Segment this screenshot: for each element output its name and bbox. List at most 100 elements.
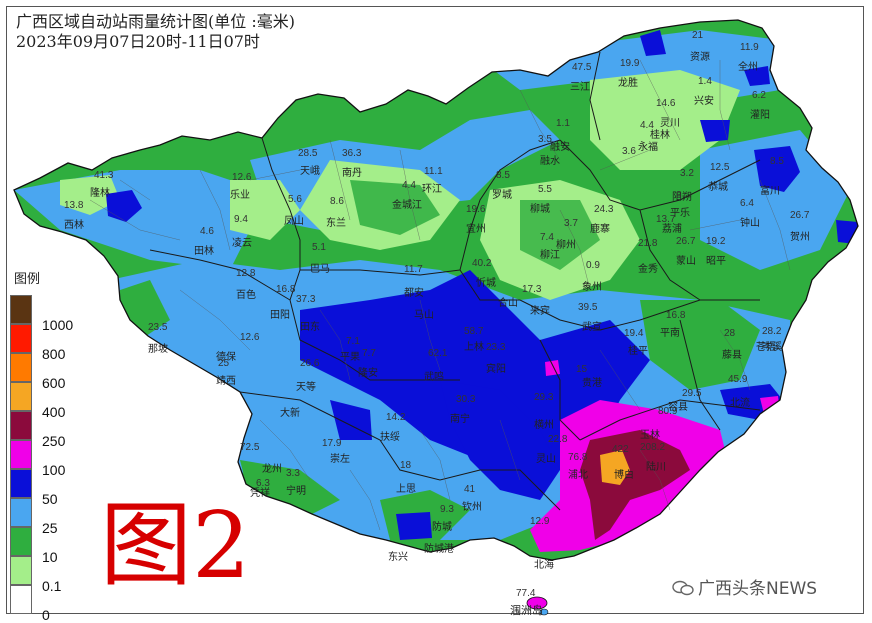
station-value: 19.6: [466, 204, 486, 215]
station-value: 9.4: [234, 214, 248, 225]
station-value: 3.2: [680, 168, 694, 179]
station-name: 恭城: [708, 181, 728, 193]
legend-swatch: [10, 585, 32, 614]
legend-label: 0: [42, 607, 50, 623]
station-value: 41: [464, 484, 476, 495]
station-name: 防城: [432, 520, 452, 533]
station-value: 208.2: [640, 442, 665, 453]
station-name: 涠洲岛: [510, 603, 543, 617]
station-name: 钦州: [462, 501, 482, 513]
station-name: 柳江: [540, 248, 560, 261]
station-name: 合山: [498, 296, 518, 309]
station-value: 3.3: [286, 468, 300, 479]
station-value: 4.4: [402, 180, 416, 191]
station-value: 8.5: [770, 156, 784, 167]
station-value: 11.1: [424, 166, 443, 177]
station-value: 13.7: [656, 214, 676, 225]
figure-label: 图2: [100, 492, 251, 599]
legend-label: 50: [42, 491, 58, 507]
station-value: 7.7: [362, 348, 376, 359]
station-value: 3.7: [564, 218, 578, 229]
station-name: 博白: [614, 468, 634, 481]
station-value: 0.9: [586, 260, 600, 271]
station-value: 62.1: [428, 348, 448, 359]
station-value: 12.6: [232, 172, 252, 183]
station-name: 田阳: [270, 309, 290, 321]
station-name: 贵港: [582, 376, 602, 389]
station-name: 大新: [280, 406, 300, 419]
station-value: 26.7: [790, 210, 810, 221]
legend-label: 10: [42, 549, 58, 565]
station-value: 8: [676, 190, 682, 201]
station-name: 天峨: [300, 165, 320, 177]
station-name: 隆安: [358, 366, 378, 379]
station-value: 47.5: [572, 62, 592, 73]
station-value: 80.9: [658, 406, 678, 417]
station-name: 宜州: [466, 222, 486, 235]
station-name: 鹿寨: [590, 222, 610, 235]
station-name: 凌云: [232, 236, 252, 249]
station-name: 融安: [550, 140, 570, 153]
station-value: 41.3: [94, 170, 114, 181]
station-value: 13.8: [64, 200, 84, 211]
station-name: 柳城: [530, 202, 550, 215]
station-name: 平南: [660, 326, 680, 339]
legend-label: 250: [42, 433, 66, 449]
legend-swatch: [10, 295, 32, 324]
station-name: 贺州: [790, 231, 810, 243]
station-name: 象州: [582, 281, 602, 293]
station-value: 76.8: [568, 452, 588, 463]
station-name: 北流: [730, 396, 750, 409]
station-name: 平乐: [670, 207, 690, 219]
watermark-text: 广西头条NEWS: [698, 579, 818, 599]
watermark: 广西头条NEWS: [672, 574, 817, 599]
station-name: 环江: [422, 183, 442, 195]
legend-swatch: [10, 440, 32, 469]
legend-swatch: [10, 411, 32, 440]
title-line-2: 2023年09月07日20时-11日07时: [16, 32, 260, 51]
islands: [526, 596, 549, 616]
station-value: 77.4: [516, 588, 536, 599]
station-value: 29.3: [534, 392, 554, 403]
station-name: 荔浦: [662, 222, 682, 235]
station-value: 4.6: [200, 226, 214, 237]
station-name: 天等: [296, 380, 316, 393]
station-name: 崇左: [330, 452, 350, 465]
station-value: 15: [576, 364, 588, 375]
station-value: 8.6: [330, 196, 344, 207]
station-value: 23.3: [486, 342, 506, 353]
station-name: 融水: [540, 155, 560, 167]
legend-title: 图例: [14, 272, 41, 287]
station-name: 全州: [738, 60, 758, 73]
station-name: 那坡: [148, 342, 168, 355]
station-value: 12.5: [710, 162, 730, 173]
station-value: 22.8: [548, 434, 568, 445]
station-name: 凭祥: [250, 486, 270, 499]
station-name: 罗城: [492, 189, 512, 201]
station-value: 11.9: [740, 42, 759, 53]
station-name: 阳朔: [672, 190, 692, 203]
station-value: 28: [724, 328, 736, 339]
station-name: 北海: [534, 558, 554, 571]
station-value: 3.6: [622, 146, 636, 157]
station-name: 桂平: [628, 344, 648, 357]
station-value: 19.2: [706, 236, 726, 247]
station-name: 田林: [194, 244, 214, 257]
station-value: 422: [612, 444, 629, 455]
station-name: 隆林: [90, 186, 110, 199]
prefecture-boundaries: [149, 51, 761, 511]
station-name: 蒙山: [676, 254, 696, 267]
station-name: 南宁: [450, 412, 470, 425]
station-name: 宾阳: [486, 362, 506, 375]
station-name: 灵川: [660, 117, 680, 129]
station-name: 田东: [300, 320, 320, 333]
station-value: 11.7: [404, 264, 423, 275]
legend-swatch: [10, 324, 32, 353]
station-name: 来宾: [530, 304, 550, 317]
station-name: 岑溪: [762, 341, 782, 353]
station-name: 钟山: [740, 216, 760, 229]
province-border: [13, 19, 859, 561]
station-value: 17.3: [522, 284, 542, 295]
station-name: 玉林: [640, 428, 660, 441]
station-value: 16.8: [666, 310, 686, 321]
